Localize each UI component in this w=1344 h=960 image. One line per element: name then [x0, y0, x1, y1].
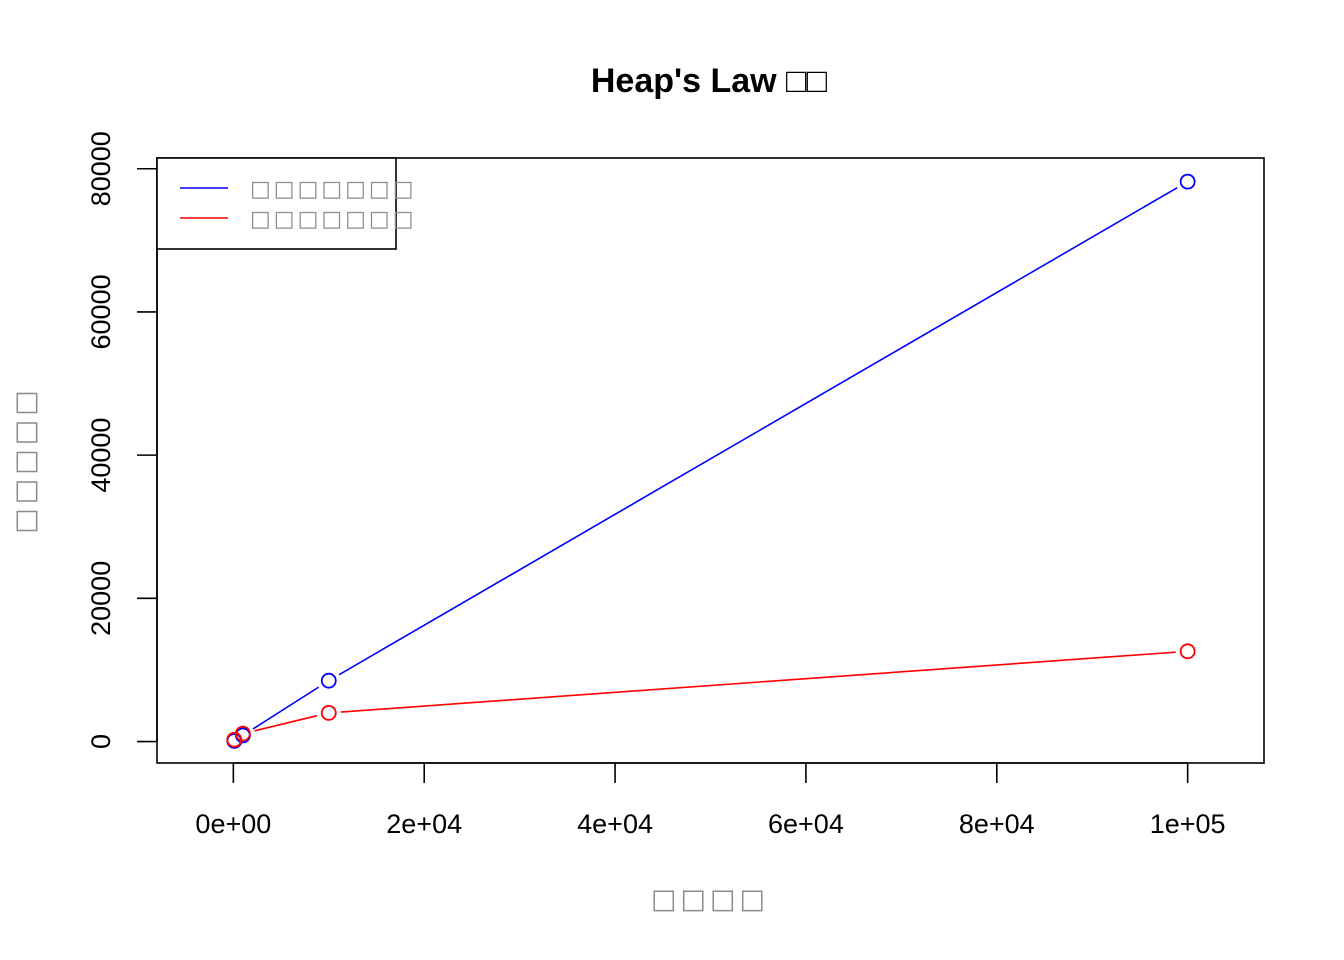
y-tick-label: 0 — [86, 734, 116, 749]
y-tick-label: 60000 — [86, 274, 116, 349]
x-tick-label: 6e+04 — [768, 809, 844, 839]
legend-label-blue: □□□□□□□ — [250, 177, 417, 202]
x-tick-label: 2e+04 — [386, 809, 462, 839]
legend: □□□□□□□ □□□□□□□ — [156, 157, 417, 250]
series-1-segment — [252, 686, 320, 730]
y-axis-label: □□□□□ — [10, 386, 41, 534]
x-tick-label: 4e+04 — [577, 809, 653, 839]
legend-box — [156, 157, 397, 250]
legend-label-red: □□□□□□□ — [250, 207, 417, 232]
y-tick-label: 80000 — [86, 131, 116, 206]
series-1-point — [1179, 173, 1196, 190]
y-tick-label: 20000 — [86, 561, 116, 636]
x-tick-label: 1e+05 — [1150, 809, 1226, 839]
series-2-segment — [254, 714, 318, 732]
series-1-segment — [338, 186, 1178, 676]
y-axis: 0 20000 40000 60000 80000 — [86, 131, 158, 749]
x-tick-label: 8e+04 — [959, 809, 1035, 839]
y-tick-label: 40000 — [86, 418, 116, 493]
series-2-point — [320, 704, 337, 721]
series-1-point — [320, 672, 337, 689]
series-2-point — [1179, 643, 1196, 660]
series-2-segment — [340, 651, 1176, 713]
series-2 — [226, 643, 1196, 748]
x-tick-label: 0e+00 — [195, 809, 271, 839]
x-axis: 0e+00 2e+04 4e+04 6e+04 8e+04 1e+05 — [195, 762, 1226, 839]
x-axis-label: □□□□ — [651, 884, 769, 915]
series-layer — [226, 173, 1196, 749]
chart-title: Heap's Law □□ — [591, 62, 828, 100]
series-2-point — [234, 725, 251, 742]
